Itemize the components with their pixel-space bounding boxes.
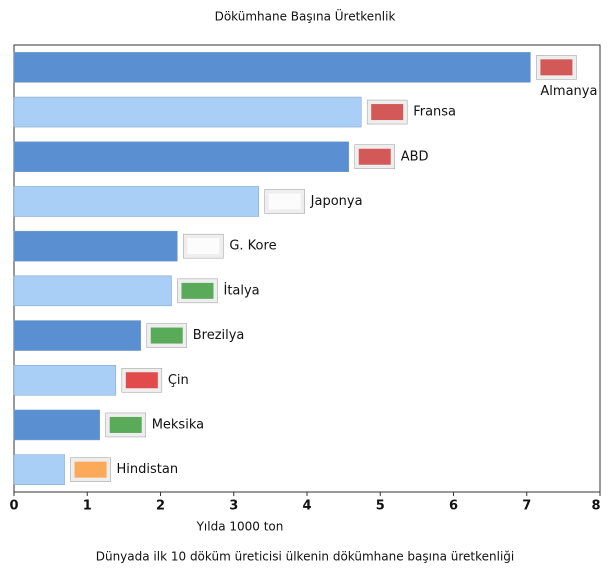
bar-label: ABD (401, 149, 429, 164)
flag-stripe (187, 238, 220, 255)
x-tick-label: 3 (229, 499, 238, 514)
x-tick-label: 1 (83, 499, 92, 514)
x-tick-label: 0 (9, 499, 18, 514)
x-tick-label: 7 (522, 499, 531, 514)
flag-stripe (150, 327, 183, 344)
bar (13, 141, 350, 172)
flag-stripe (125, 372, 158, 389)
bar-label: Fransa (413, 105, 456, 120)
bar (13, 365, 117, 396)
bar-label: Almanya (540, 84, 597, 99)
flag-stripe (74, 461, 107, 478)
flag-stripe (109, 416, 142, 433)
bar-label: İtalya (223, 282, 259, 298)
flag-stripe (540, 59, 573, 76)
bar-label: Çin (168, 373, 189, 388)
bar-label: G. Kore (229, 239, 276, 254)
x-tick-label: 6 (449, 499, 458, 514)
bar (13, 230, 178, 262)
flag-stripe (181, 282, 214, 299)
chart-title: Dökümhane Başına Üretkenlik (215, 8, 396, 24)
bar-label: Meksika (152, 417, 204, 432)
bar (13, 454, 65, 485)
bar (13, 409, 100, 441)
x-tick-label: 4 (302, 499, 311, 514)
bar (13, 320, 141, 351)
bar (13, 52, 531, 83)
flag-stripe (268, 193, 301, 210)
caption: Dünyada ilk 10 döküm üreticisi ülkenin d… (96, 550, 515, 564)
bar (13, 96, 362, 128)
flag-stripe (358, 148, 391, 165)
x-axis-label: Yılda 1000 ton (196, 520, 284, 534)
x-tick-label: 2 (156, 499, 165, 514)
flag-stripe (371, 104, 404, 121)
bar-label: Brezilya (193, 328, 245, 343)
bar (13, 186, 259, 217)
x-tick-label: 8 (591, 499, 600, 514)
bar-label: Hindistan (117, 462, 179, 477)
bar (13, 275, 172, 307)
x-tick-label: 5 (376, 499, 385, 514)
bar-label: Japonya (310, 194, 363, 209)
